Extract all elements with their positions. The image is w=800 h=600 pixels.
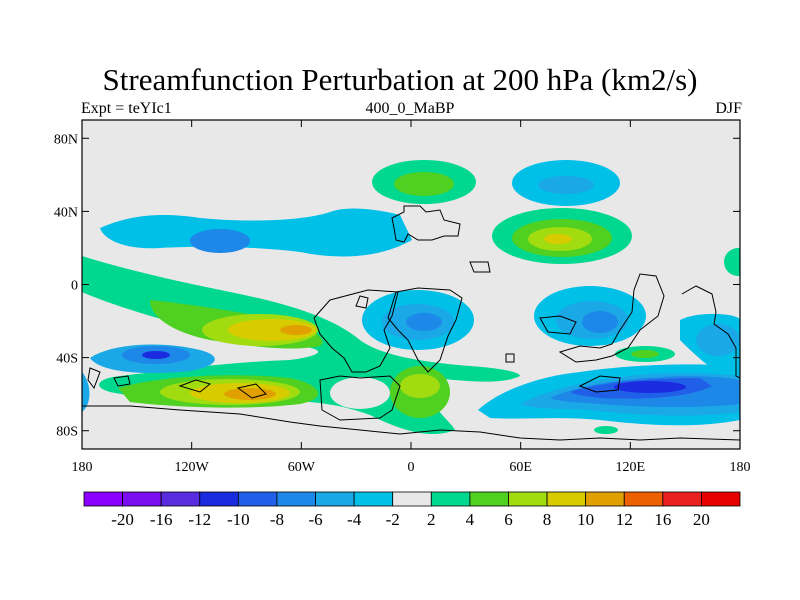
contour-fill xyxy=(696,324,740,356)
x-tick-label: 60W xyxy=(288,460,316,475)
contour-fill xyxy=(330,377,390,409)
contour-fill xyxy=(614,381,686,393)
colorbar-swatch xyxy=(623,491,664,507)
x-tick-label: 0 xyxy=(408,460,415,475)
colorbar-label: -20 xyxy=(111,510,134,529)
colorbar-swatch xyxy=(546,491,587,507)
coastline xyxy=(681,285,740,379)
y-tick-label: 0 xyxy=(71,279,78,294)
coastline xyxy=(558,273,665,363)
colorbar-label: 2 xyxy=(427,510,436,529)
colorbar-swatch xyxy=(237,491,278,507)
colorbar-label: 4 xyxy=(466,510,475,529)
coastline xyxy=(539,315,577,335)
contour-fill xyxy=(400,374,440,398)
coastline xyxy=(355,295,369,309)
contour-fill xyxy=(582,311,618,333)
colorbar-swatch xyxy=(276,491,316,507)
colorbar-label: -8 xyxy=(270,510,284,529)
x-tick-label: 180 xyxy=(730,460,751,475)
colorbar-swatch xyxy=(315,491,355,507)
y-tick-label: 40N xyxy=(54,205,78,220)
y-tick-label: 80S xyxy=(56,425,78,440)
coastlines xyxy=(82,205,740,441)
coastline xyxy=(82,405,740,441)
contour-fill xyxy=(594,426,618,434)
contour-fill xyxy=(394,172,454,196)
colorbar-label: -6 xyxy=(308,510,322,529)
colorbar-swatch xyxy=(122,491,162,507)
coastline xyxy=(113,375,131,387)
colorbar-label: -2 xyxy=(386,510,400,529)
colorbar-label: -10 xyxy=(227,510,250,529)
contour-fill xyxy=(724,248,740,276)
colorbar-swatch xyxy=(353,491,394,507)
contour-fill xyxy=(190,229,250,253)
colorbar-swatch xyxy=(469,491,509,507)
x-tick-label: 120E xyxy=(616,460,646,475)
contour-fill xyxy=(224,388,276,400)
contour-fill xyxy=(538,176,594,194)
coastline xyxy=(387,287,463,373)
colorbar-swatch xyxy=(160,491,201,507)
colorbar-swatch xyxy=(585,491,625,507)
map-title: Streamfunction Perturbation at 200 hPa (… xyxy=(102,62,698,97)
colorbar-swatch xyxy=(662,491,702,507)
y-tick-label: 40S xyxy=(56,352,78,367)
contour-fill xyxy=(142,351,170,359)
experiment-label: Expt = teYIc1 xyxy=(81,100,172,117)
coastline xyxy=(178,379,212,393)
contour-fill xyxy=(228,319,316,341)
season-label: DJF xyxy=(715,100,742,117)
colorbar-label: 12 xyxy=(616,510,633,529)
colorbar-swatch xyxy=(508,491,548,507)
colorbar: -20 -16 -12 -10 -8 -6 -4 -2 2 4 6 8 10 12 16 20 xyxy=(83,491,741,529)
coastline xyxy=(578,375,621,393)
colorbar-swatch xyxy=(199,491,239,507)
x-tick-label: 120W xyxy=(175,460,210,475)
colorbar-label: 16 xyxy=(654,510,671,529)
colorbar-swatch xyxy=(83,491,123,507)
colorbar-label: 10 xyxy=(577,510,594,529)
contour-fill xyxy=(82,372,90,412)
coastline xyxy=(236,383,267,399)
colorbar-label: -4 xyxy=(347,510,362,529)
colorbar-swatch xyxy=(430,491,471,507)
period-label: 400_0_MaBP xyxy=(365,100,455,117)
contour-fill xyxy=(100,208,412,257)
colorbar-label: 20 xyxy=(693,510,710,529)
contour-fill xyxy=(544,234,572,244)
colorbar-label: 8 xyxy=(543,510,552,529)
coastline xyxy=(505,353,515,363)
colorbar-swatch xyxy=(392,491,432,507)
contour-fill xyxy=(406,313,442,331)
axes: 180 120W 60W 0 60E 120E 180 80N 40N 0 40S 80S xyxy=(54,120,751,475)
contour-fill xyxy=(280,325,312,335)
coastline xyxy=(469,261,491,273)
x-tick-label: 180 xyxy=(72,460,93,475)
colorbar-label: 6 xyxy=(504,510,513,529)
colorbar-swatch xyxy=(701,491,741,507)
coastline xyxy=(313,289,399,373)
coastline xyxy=(319,375,401,421)
y-tick-label: 80N xyxy=(54,132,78,147)
x-tick-label: 60E xyxy=(509,460,532,475)
colorbar-label: -16 xyxy=(150,510,173,529)
colorbar-label: -12 xyxy=(188,510,211,529)
coastline xyxy=(87,367,101,390)
contour-fill xyxy=(631,350,659,358)
coastline xyxy=(391,205,461,243)
